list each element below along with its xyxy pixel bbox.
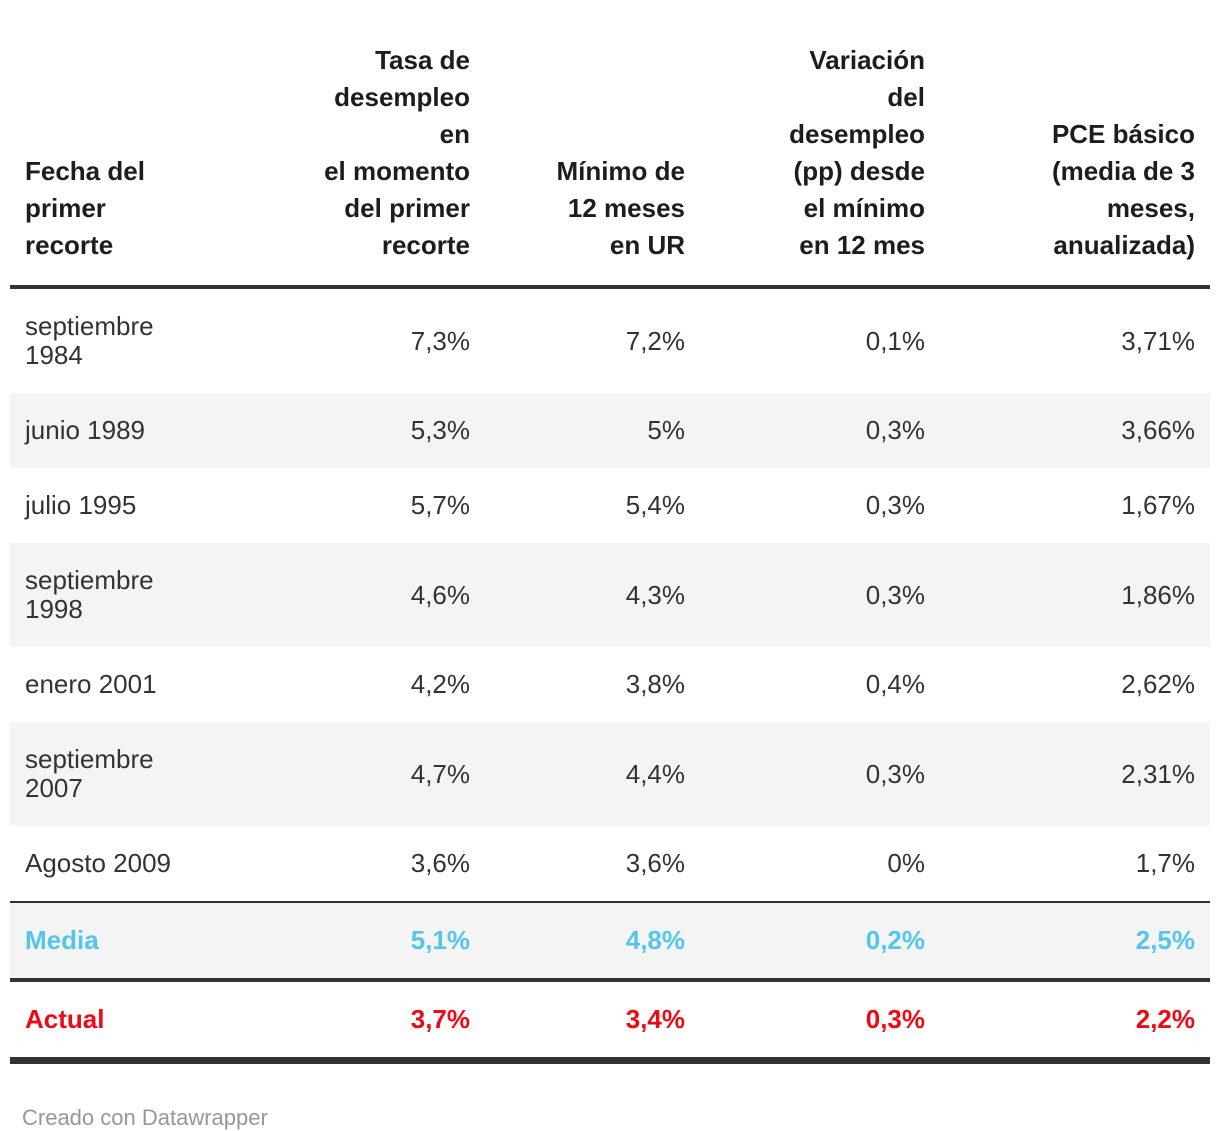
value-cell: 5,3% [290, 393, 485, 468]
table-row: septiembre 2007 4,7% 4,4% 0,3% 2,31% [10, 722, 1210, 826]
table-row: Agosto 2009 3,6% 3,6% 0% 1,7% [10, 826, 1210, 902]
column-header: Tasa de desempleo en el momento del prim… [290, 0, 485, 289]
table-row: Actual 3,7% 3,4% 0,3% 2,2% [10, 980, 1210, 1064]
table-row: enero 2001 4,2% 3,8% 0,4% 2,62% [10, 647, 1210, 722]
header-row: Fecha del primer recorte Tasa de desemple… [10, 0, 1210, 289]
value-cell: 3,4% [485, 980, 700, 1064]
value-cell: 1,67% [1121, 490, 1195, 520]
value-cell: 4,8% [485, 901, 700, 982]
rate-cuts-table: Fecha del primer recorte Tasa de desemple… [10, 0, 1210, 1064]
datawrapper-credit: Creado con Datawrapper [22, 1105, 268, 1130]
table-row: junio 1989 5,3% 5% 0,3% 3,66% [10, 393, 1210, 468]
value-cell: 2,5% [940, 901, 1210, 982]
table-body: septiembre 1984 7,3% 7,2% 0,1% 3,71% junio 19… [10, 287, 1210, 1064]
value-cell: 5,7% [410, 490, 470, 520]
table-row: Media 5,1% 4,8% 0,2% 2,5% [10, 901, 1210, 982]
value-cell: 0,1% [865, 325, 925, 356]
row-label: septiembre 1984 [25, 311, 154, 370]
value-cell: 4,4% [485, 722, 700, 826]
column-header: Mínimo de 12 meses en UR [485, 0, 700, 289]
value-cell: 0,3% [700, 980, 940, 1064]
row-label: septiembre 2007 [10, 722, 290, 826]
value-cell: 3,6% [410, 848, 470, 878]
value-cell: 0,4% [865, 669, 925, 699]
value-cell: 2,31% [940, 722, 1210, 826]
value-cell: 3,7% [290, 980, 485, 1064]
value-cell: 0,3% [700, 722, 940, 826]
value-cell: 5% [485, 393, 700, 468]
value-cell: 7,2% [625, 325, 685, 356]
value-cell: 3,71% [1121, 325, 1195, 356]
value-cell: 4,3% [485, 543, 700, 647]
row-label: septiembre 1998 [10, 543, 290, 647]
value-cell: 0,2% [700, 901, 940, 982]
value-cell: 7,3% [410, 325, 470, 356]
value-cell: 5,4% [625, 490, 685, 520]
column-header: Fecha del primer recorte [10, 0, 290, 289]
value-cell: 1,7% [1135, 848, 1195, 878]
row-label: julio 1995 [25, 490, 137, 520]
value-cell: 2,2% [940, 980, 1210, 1064]
value-cell: 0% [887, 848, 925, 878]
value-cell: 3,6% [625, 848, 685, 878]
column-header: PCE básico (media de 3 meses, anualizada… [940, 0, 1210, 289]
column-header: Variación del desempleo (pp) desde el mí… [700, 0, 940, 289]
row-label: junio 1989 [10, 393, 290, 468]
value-cell: 3,66% [940, 393, 1210, 468]
value-cell: 5,1% [290, 901, 485, 982]
value-cell: 0,3% [700, 543, 940, 647]
row-label: Media [10, 901, 290, 982]
value-cell: 1,86% [940, 543, 1210, 647]
table-row: septiembre 1998 4,6% 4,3% 0,3% 1,86% [10, 543, 1210, 647]
value-cell: 2,62% [1121, 669, 1195, 699]
value-cell: 4,7% [290, 722, 485, 826]
table-row: septiembre 1984 7,3% 7,2% 0,1% 3,71% [10, 287, 1210, 393]
value-cell: 0,3% [865, 490, 925, 520]
row-label: Agosto 2009 [25, 848, 172, 878]
table-row: julio 1995 5,7% 5,4% 0,3% 1,67% [10, 468, 1210, 543]
row-label: enero 2001 [25, 669, 157, 699]
value-cell: 3,8% [625, 669, 685, 699]
value-cell: 0,3% [700, 393, 940, 468]
value-cell: 4,6% [290, 543, 485, 647]
value-cell: 4,2% [410, 669, 470, 699]
row-label: Actual [10, 980, 290, 1064]
